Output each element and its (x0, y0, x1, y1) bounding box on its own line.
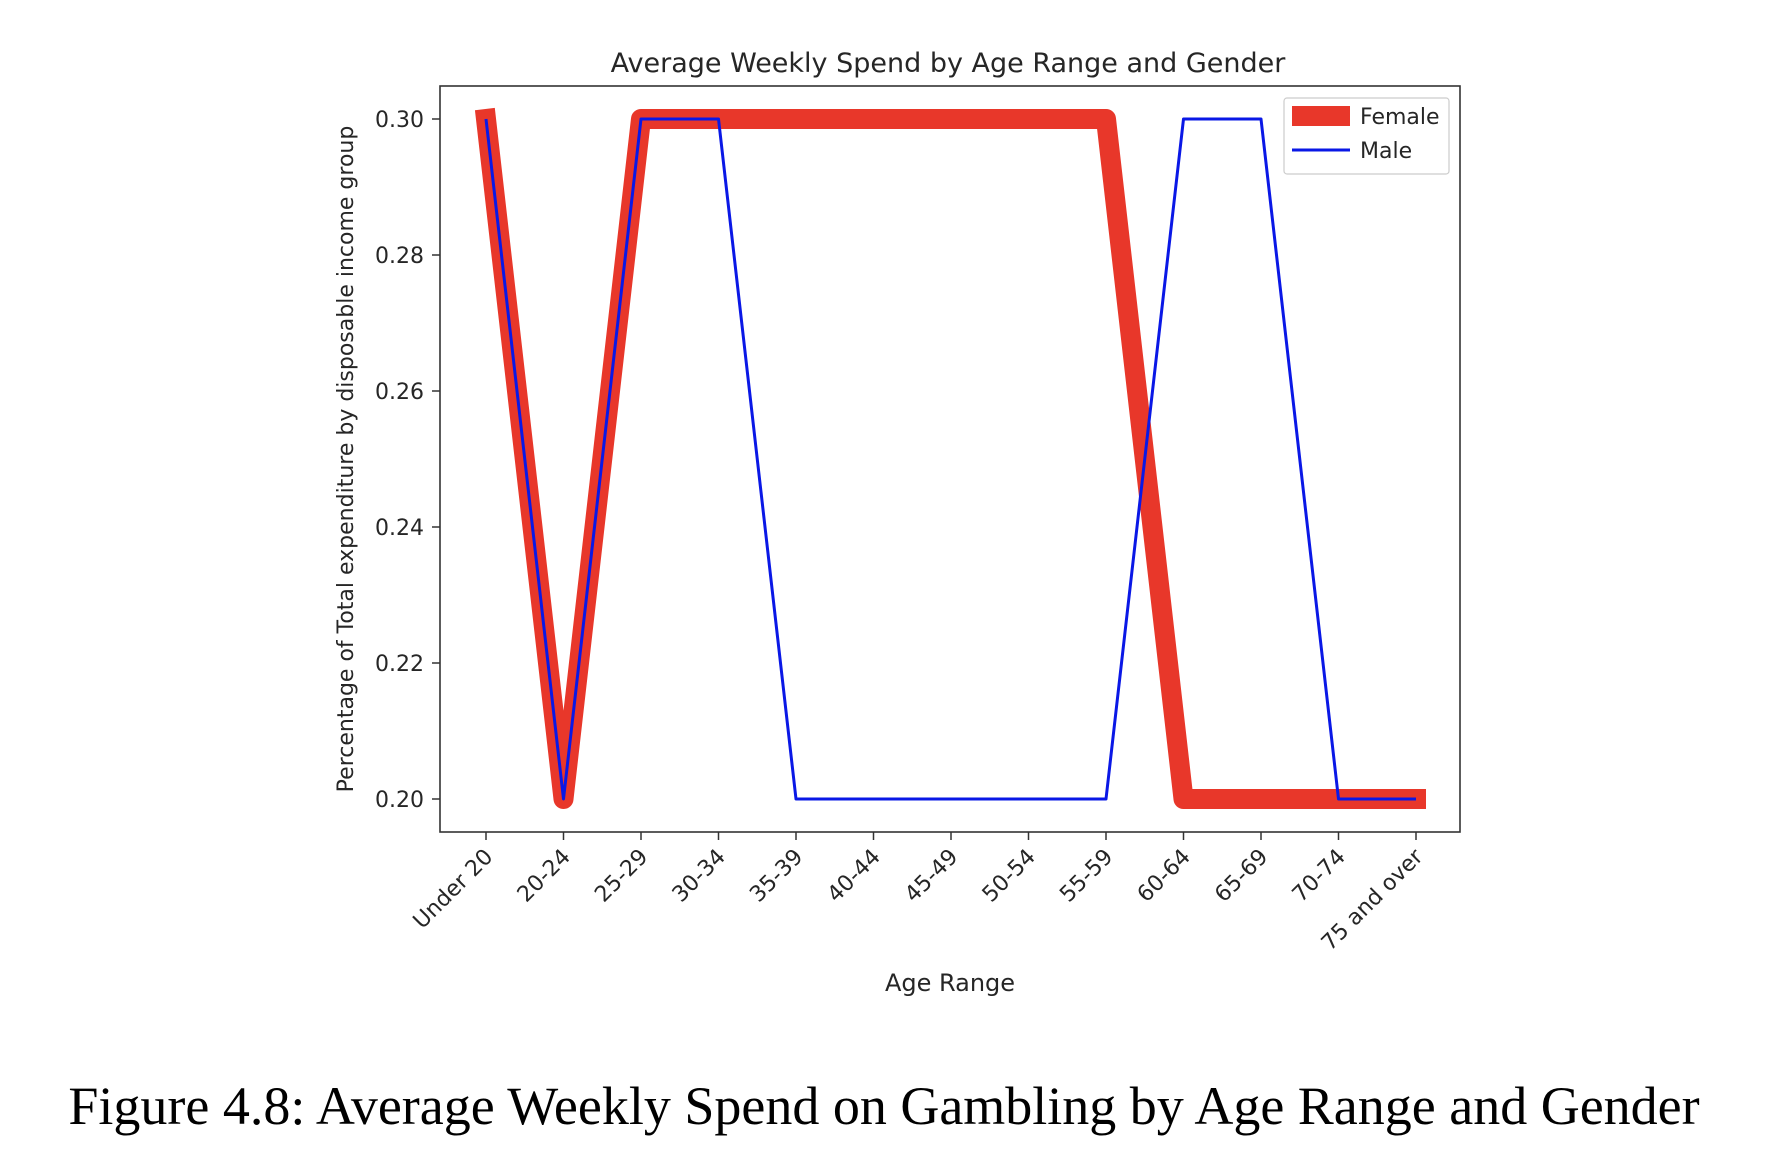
plot-frame (439, 85, 1461, 833)
x-tick-label: 25-29 (590, 845, 653, 908)
y-axis: 0.20 0.22 0.24 0.26 0.28 0.30 (375, 108, 440, 813)
x-tick-label: 20-24 (513, 845, 576, 908)
y-tick-label: 0.30 (375, 108, 424, 133)
plot-lines (474, 107, 1426, 809)
x-tick-label: 70-74 (1288, 845, 1351, 908)
x-axis-label: Age Range (885, 969, 1015, 997)
y-tick-label: 0.26 (375, 380, 424, 405)
y-tick-label: 0.22 (375, 652, 424, 677)
x-tick-label: 55-59 (1055, 845, 1118, 908)
series-line-female (474, 107, 1426, 809)
x-tick-label: 30-34 (668, 845, 731, 908)
y-tick-label: 0.24 (375, 516, 424, 541)
y-tick-label: 0.20 (375, 788, 424, 813)
x-tick-label: 50-54 (978, 845, 1041, 908)
legend: Female Male (1283, 97, 1450, 175)
legend-label: Male (1360, 139, 1412, 164)
x-tick-label: Under 20 (409, 845, 499, 935)
x-tick-label: 40-44 (823, 845, 886, 908)
y-tick-label: 0.28 (375, 244, 424, 269)
series-line-male (484, 117, 1416, 801)
chart-title: Average Weekly Spend by Age Range and Ge… (611, 48, 1287, 79)
x-tick-label: 65-69 (1210, 845, 1273, 908)
x-axis: Under 20 20-24 25-29 30-34 35-39 40-44 45-49 50… (409, 832, 1429, 956)
y-axis-label: Percentage of Total expenditure by dispo… (334, 126, 359, 793)
x-tick-label: 60-64 (1133, 845, 1196, 908)
legend-label: Female (1360, 105, 1440, 130)
x-tick-label: 45-49 (900, 845, 963, 908)
figure-caption: Figure 4.8: Average Weekly Spend on Gamb… (68, 1076, 1700, 1136)
x-tick-label: 35-39 (745, 845, 808, 908)
